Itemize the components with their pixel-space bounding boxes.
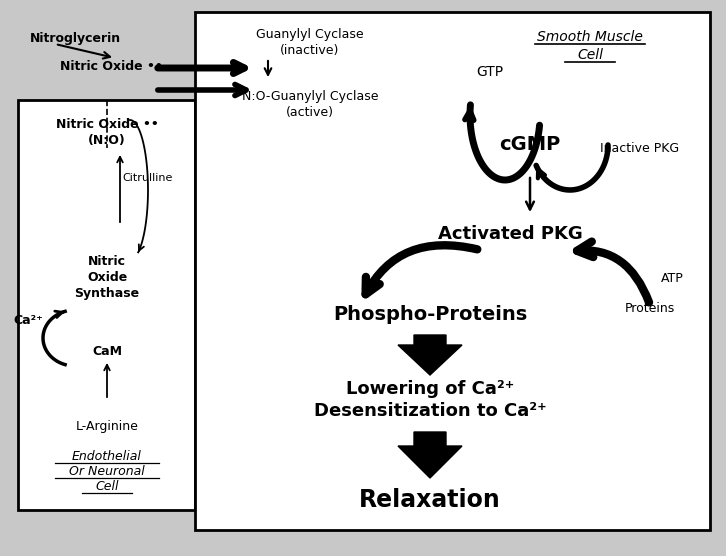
Text: Lowering of Ca²⁺: Lowering of Ca²⁺ — [346, 380, 514, 398]
Text: L-Arginine: L-Arginine — [76, 420, 139, 433]
Text: Or Neuronal: Or Neuronal — [69, 465, 145, 478]
Bar — [18, 100, 195, 510]
Text: (inactive): (inactive) — [280, 44, 340, 57]
Text: Relaxation: Relaxation — [359, 488, 501, 512]
Text: (active): (active) — [286, 106, 334, 119]
Polygon shape — [398, 335, 462, 375]
Text: Nitric Oxide ••: Nitric Oxide •• — [60, 60, 163, 73]
Text: N:O-Guanylyl Cyclase: N:O-Guanylyl Cyclase — [242, 90, 378, 103]
Text: Cell: Cell — [577, 48, 603, 62]
Bar — [195, 12, 710, 530]
Text: cGMP: cGMP — [499, 135, 560, 154]
Text: (N:O): (N:O) — [88, 134, 126, 147]
Text: Nitric Oxide ••: Nitric Oxide •• — [56, 118, 158, 131]
Text: Inactive PKG: Inactive PKG — [600, 141, 680, 155]
Text: GTP: GTP — [476, 65, 504, 79]
Text: Nitroglycerin: Nitroglycerin — [30, 32, 121, 45]
Text: Cell: Cell — [95, 480, 119, 493]
Text: Endothelial: Endothelial — [72, 450, 142, 463]
Polygon shape — [398, 432, 462, 478]
Text: Citrulline: Citrulline — [122, 173, 172, 183]
Text: Guanylyl Cyclase: Guanylyl Cyclase — [256, 28, 364, 41]
Text: Proteins: Proteins — [625, 301, 675, 315]
Text: ATP: ATP — [661, 271, 683, 285]
Text: Nitric
Oxide
Synthase: Nitric Oxide Synthase — [75, 255, 139, 300]
Text: Desensitization to Ca²⁺: Desensitization to Ca²⁺ — [314, 402, 547, 420]
Text: Phospho-Proteins: Phospho-Proteins — [333, 305, 527, 324]
Text: CaM: CaM — [92, 345, 122, 358]
Text: Smooth Muscle: Smooth Muscle — [537, 30, 643, 44]
Text: Activated PKG: Activated PKG — [438, 225, 582, 243]
Text: Ca²⁺: Ca²⁺ — [13, 314, 43, 326]
